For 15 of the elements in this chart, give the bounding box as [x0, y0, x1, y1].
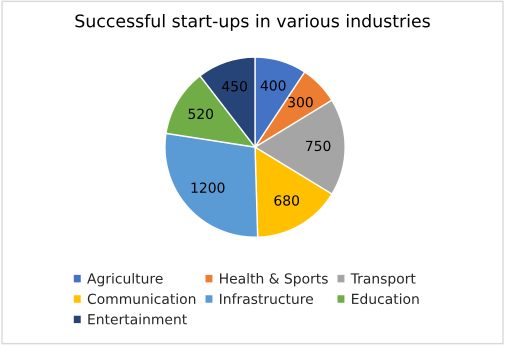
- legend-label: Infrastructure: [220, 293, 313, 304]
- legend-label: Education: [352, 293, 419, 304]
- data-label: 400: [260, 80, 286, 91]
- data-label: 1200: [192, 182, 224, 193]
- chart-title: Successful start-ups in various industries: [75, 14, 430, 31]
- legend-label: Transport: [350, 273, 416, 286]
- data-label: 300: [288, 96, 313, 108]
- data-label: 680: [274, 195, 300, 206]
- legend-label: Communication: [88, 293, 196, 304]
- legend-label: Entertainment: [88, 314, 187, 324]
- data-label: 520: [188, 108, 214, 120]
- legend-label: Health & Sports: [220, 272, 328, 286]
- data-label: 450: [222, 80, 247, 92]
- data-label: 750: [306, 140, 330, 152]
- legend-label: Agriculture: [87, 272, 163, 286]
